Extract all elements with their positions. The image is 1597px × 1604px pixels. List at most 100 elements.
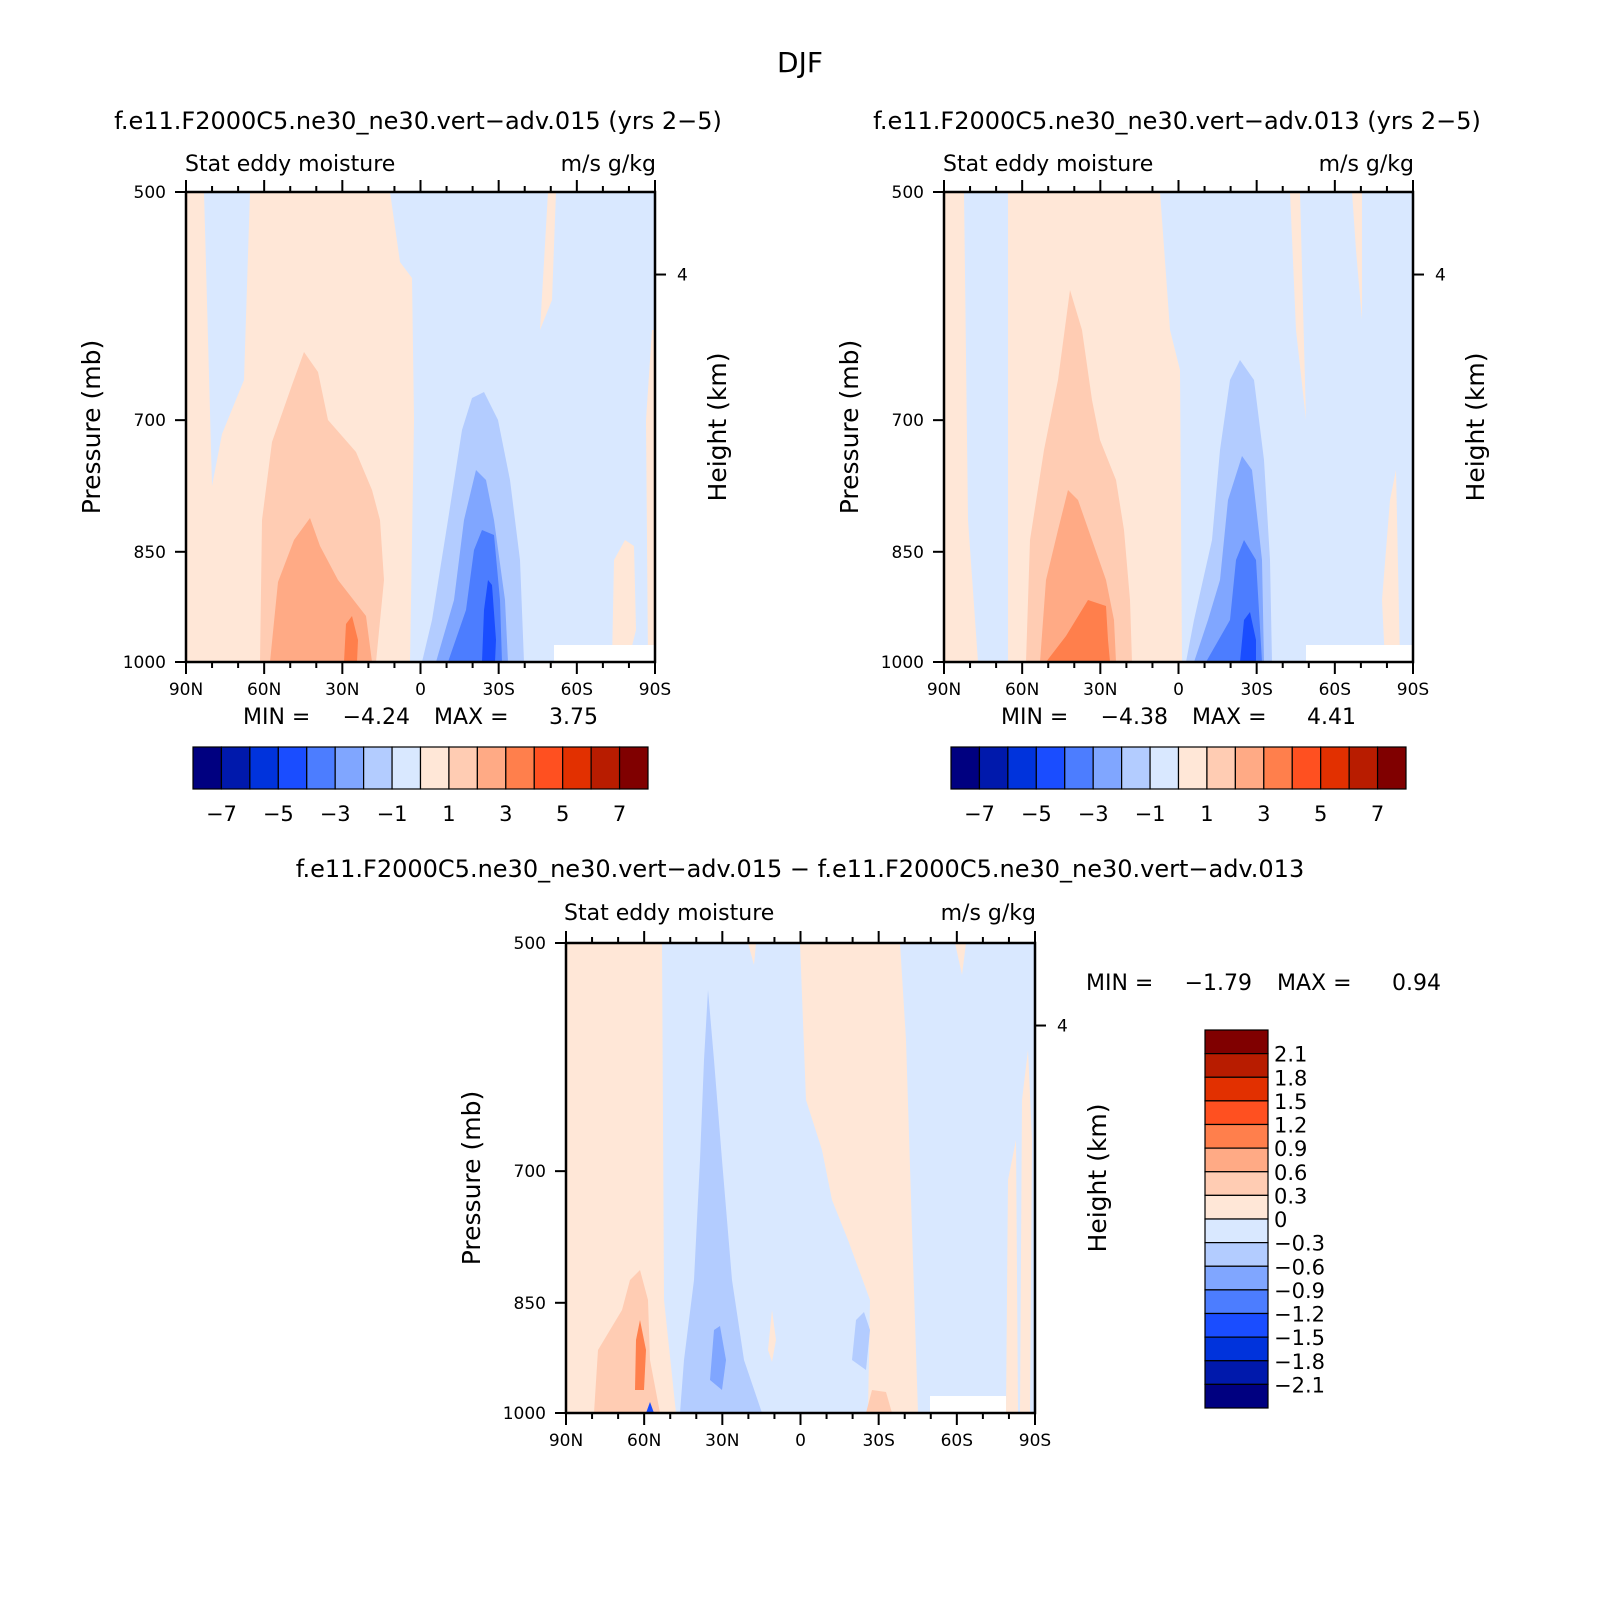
x-tick-label: 90N <box>549 1431 583 1451</box>
min-label: MIN = <box>1086 971 1153 996</box>
y-axis: 500 700 850 1000 4 <box>881 183 1446 673</box>
colorbar-box <box>1204 1360 1269 1385</box>
colorbar-box <box>277 746 308 790</box>
colorbar-label: −0.3 <box>1274 1232 1325 1256</box>
colorbar-label: −1.2 <box>1274 1303 1325 1327</box>
colorbar-box <box>419 746 450 790</box>
units-label: m/s g/kg <box>561 152 656 177</box>
colorbar-box <box>1204 1336 1269 1362</box>
y-tick-label: 1000 <box>123 653 166 673</box>
colorbar-label: 7 <box>613 802 626 826</box>
colorbar-box <box>1121 746 1151 790</box>
y-tick-label: 500 <box>514 934 546 954</box>
max-value: 0.94 <box>1392 971 1441 996</box>
colorbar-box <box>1206 746 1236 790</box>
colorbar-label: −1.8 <box>1274 1350 1325 1374</box>
contour-field <box>186 192 655 662</box>
x-tick-label: 60N <box>1005 680 1039 700</box>
x-tick-label: 90S <box>1397 680 1429 700</box>
max-label: MAX = <box>434 705 509 730</box>
colorbar-box <box>1204 1100 1269 1126</box>
y-tick-label: 850 <box>134 543 166 563</box>
colorbar-box <box>476 746 507 790</box>
y-axis: 500 700 850 1000 4 <box>123 183 688 673</box>
y-tick-label: 500 <box>892 183 924 203</box>
x-tick-label: 30N <box>325 680 359 700</box>
units-label: m/s g/kg <box>941 901 1036 926</box>
colorbar-label: 3 <box>499 802 512 826</box>
y-tick-label: 700 <box>134 411 166 431</box>
x-tick-label: 60N <box>247 680 281 700</box>
colorbar-label: −0.6 <box>1274 1255 1325 1279</box>
panel-p3: f.e11.F2000C5.ne30_ne30.vert−adv.015 − f… <box>296 855 1441 1451</box>
y-tick-label: 1000 <box>503 1404 546 1424</box>
colorbar-box <box>1204 1312 1269 1338</box>
colorbar-label: 3 <box>1257 802 1270 826</box>
y-tick-label: 700 <box>514 1162 546 1182</box>
x-tick-label: 90N <box>927 680 961 700</box>
colorbar: −7 −5 −3 −1 1 3 5 7 <box>950 746 1407 826</box>
colorbar-label: 0 <box>1274 1208 1287 1232</box>
colorbar-box <box>1234 746 1265 790</box>
min-max-readout: MIN = −4.38 MAX = 4.41 <box>1001 705 1356 730</box>
colorbar: −7 −5 −3 −1 1 3 5 7 <box>192 746 649 826</box>
colorbar-box <box>1204 1242 1269 1267</box>
x-tick-label: 0 <box>1173 680 1184 700</box>
y-tick-label: 850 <box>892 543 924 563</box>
min-max-readout: MIN = −4.24 MAX = 3.75 <box>243 705 598 730</box>
colorbar-box <box>1320 746 1350 790</box>
right-axis-label: Height (km) <box>1083 1104 1112 1253</box>
y-axis-label: Pressure (mb) <box>457 1091 486 1265</box>
x-tick-label: 30N <box>705 1431 739 1451</box>
colorbar-label: −1 <box>377 802 408 826</box>
x-tick-label: 30S <box>482 680 514 700</box>
x-tick-label: 90S <box>639 680 671 700</box>
variable-label: Stat eddy moisture <box>185 152 395 177</box>
colorbar-box <box>1204 1029 1269 1055</box>
colorbar-box <box>334 746 365 790</box>
min-label: MIN = <box>243 705 310 730</box>
colorbar-label: −7 <box>964 802 995 826</box>
max-value: 4.41 <box>1307 705 1356 730</box>
x-tick-label: 60N <box>627 1431 661 1451</box>
min-label: MIN = <box>1001 705 1068 730</box>
colorbar-label: −5 <box>263 802 294 826</box>
colorbar-box <box>306 746 336 790</box>
colorbar-box <box>590 746 621 790</box>
colorbar-box <box>1204 1076 1269 1102</box>
colorbar-label: 5 <box>1314 802 1327 826</box>
colorbar: 2.11.81.51.20.90.60.30−0.3−0.6−0.9−1.2−1… <box>1204 1029 1325 1409</box>
colorbar-box <box>1092 746 1123 790</box>
colorbar-label: 1 <box>442 802 455 826</box>
colorbar-box <box>1291 746 1322 790</box>
colorbar-box <box>1263 746 1293 790</box>
colorbar-box <box>391 746 422 790</box>
units-label: m/s g/kg <box>1319 152 1414 177</box>
y-axis-label: Pressure (mb) <box>77 340 106 514</box>
panel-p2: f.e11.F2000C5.ne30_ne30.vert−adv.013 (yr… <box>835 107 1490 826</box>
colorbar-label: −3 <box>1078 802 1109 826</box>
x-tick-label: 30S <box>1240 680 1272 700</box>
colorbar-label: 1.2 <box>1274 1114 1307 1138</box>
variable-label: Stat eddy moisture <box>564 901 774 926</box>
colorbar-box <box>1348 746 1379 790</box>
x-tick-label: 90N <box>169 680 203 700</box>
right-axis-label: Height (km) <box>1461 353 1490 502</box>
colorbar-box <box>1204 1218 1269 1244</box>
colorbar-label: −3 <box>320 802 351 826</box>
x-tick-label: 0 <box>795 1431 806 1451</box>
min-max-readout: MIN = −1.79 MAX = 0.94 <box>1086 971 1441 996</box>
figure-title: DJF <box>777 46 823 79</box>
colorbar-label: −7 <box>206 802 237 826</box>
colorbar-label: 0.6 <box>1274 1161 1307 1185</box>
colorbar-label: 0.9 <box>1274 1137 1307 1161</box>
colorbar-box <box>1149 746 1180 790</box>
colorbar-box <box>505 746 535 790</box>
y-tick-label: 500 <box>134 183 166 203</box>
colorbar-label: −0.9 <box>1274 1279 1325 1303</box>
y-axis: 500 700 850 1000 4 <box>503 934 1068 1424</box>
colorbar-box <box>1204 1289 1269 1315</box>
colorbar-box <box>1035 746 1066 790</box>
y-tick-label: 700 <box>892 411 924 431</box>
